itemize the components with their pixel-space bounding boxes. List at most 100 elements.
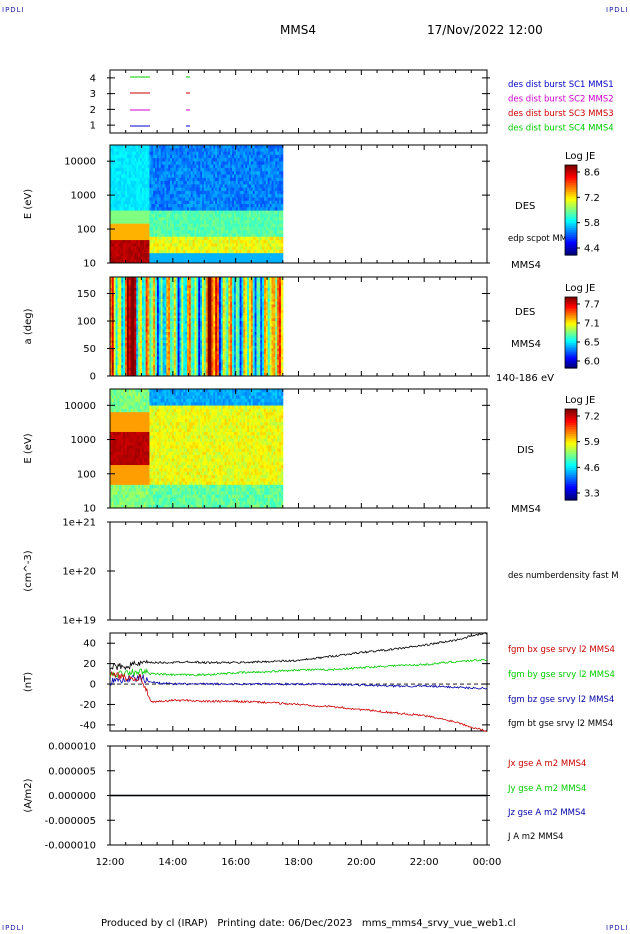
des-energy-cell (158, 194, 162, 198)
des-pitch-cell (158, 285, 162, 289)
des-energy-cell (203, 190, 207, 195)
des-energy-cell (136, 187, 139, 192)
des-energy-cell (220, 154, 224, 159)
des-energy-cell (217, 246, 220, 251)
des-energy-cell (125, 230, 128, 234)
des-energy-cell (147, 184, 150, 189)
des-pitch-cell (123, 288, 126, 292)
des-energy-cell (222, 246, 226, 251)
des-energy-cell (279, 148, 282, 153)
des-energy-cell (166, 246, 169, 251)
des-energy-colorbar-swatch (565, 219, 577, 222)
des-energy-cell (177, 154, 180, 159)
des-energy-cell (141, 158, 145, 162)
des-energy-cell (228, 256, 231, 261)
des-energy-cell (181, 190, 184, 195)
des-energy-cell (194, 259, 197, 264)
des-energy-cell (134, 161, 137, 166)
des-energy-cell (117, 167, 120, 172)
des-energy-cell (237, 213, 241, 218)
des-energy-cell (220, 204, 224, 208)
des-pitch-cell (179, 373, 182, 377)
des-energy-cell (243, 259, 246, 264)
des-energy-cell (158, 171, 162, 175)
des-pitch-cell (115, 365, 119, 369)
des-energy-cell (171, 181, 175, 185)
des-energy-cell (162, 226, 165, 231)
des-pitch-cell (153, 370, 156, 374)
des-energy-cell (222, 161, 226, 166)
des-energy-cell (123, 230, 126, 234)
des-pitch-cell (173, 299, 177, 303)
des-energy-cell (110, 200, 113, 205)
des-energy-cell (151, 161, 154, 166)
des-pitch-cell (141, 282, 145, 286)
des-energy-cell (145, 243, 149, 248)
des-energy-cell (232, 207, 235, 212)
des-energy-cell (156, 249, 160, 254)
des-pitch-cell (117, 348, 120, 352)
des-energy-cell (226, 158, 229, 162)
des-pitch-cell (143, 365, 147, 369)
des-energy-cell (279, 217, 282, 221)
des-energy-cell (230, 194, 233, 198)
des-energy-cell (192, 259, 196, 264)
des-energy-cell (243, 174, 246, 179)
des-energy-cell (132, 233, 135, 238)
des-energy-cell (138, 213, 141, 218)
des-pitch-cell (113, 299, 117, 303)
des-pitch-cell (145, 329, 149, 333)
des-energy-cell (130, 204, 134, 208)
des-energy-cell (267, 184, 271, 189)
des-pitch-cell (164, 310, 167, 314)
des-energy-cell (151, 200, 154, 205)
des-pitch-cell (111, 307, 115, 311)
des-energy-cell (239, 236, 242, 241)
des-energy-cell (224, 249, 227, 254)
des-pitch-cell (166, 354, 169, 358)
des-energy-cell (134, 200, 137, 205)
des-energy-cell (125, 181, 128, 185)
des-energy-cell (130, 200, 134, 205)
des-pitch-cell (181, 337, 184, 341)
des-energy-cell (211, 230, 214, 234)
des-energy-cell (175, 217, 179, 221)
des-energy-cell (198, 243, 201, 248)
des-pitch-cell (117, 321, 120, 325)
des-energy-cell (277, 210, 280, 215)
des-pitch-cell (140, 367, 143, 371)
des-pitch-cell (173, 304, 177, 308)
des-pitch-cell (110, 365, 113, 369)
des-energy-cell (149, 181, 152, 185)
des-energy-cell (192, 194, 196, 198)
des-energy-cell (241, 181, 244, 185)
des-pitch-cell (123, 277, 126, 281)
des-pitch-cell (117, 367, 120, 371)
des-pitch-cell (168, 288, 171, 292)
des-energy-cell (111, 145, 115, 149)
des-energy-cell (211, 164, 214, 169)
des-energy-cell (230, 145, 233, 149)
des-pitch-cell (175, 348, 179, 352)
des-energy-cell (194, 177, 197, 182)
des-energy-cell (175, 256, 179, 261)
des-pitch-cell (162, 321, 165, 325)
des-pitch-cell (125, 288, 128, 292)
des-energy-cell (190, 158, 194, 162)
des-energy-cell (226, 236, 229, 241)
des-energy-cell (222, 190, 226, 195)
des-energy-cell (156, 256, 160, 261)
des-pitch-cell (111, 321, 115, 325)
des-energy-cell (160, 164, 164, 169)
des-energy-cell (185, 204, 188, 208)
des-pitch-cell (181, 282, 184, 286)
des-energy-cell (248, 259, 252, 264)
des-energy-cell (179, 161, 182, 166)
des-energy-cell (145, 217, 149, 221)
des-energy-cell (190, 184, 194, 189)
des-energy-cell (250, 256, 254, 261)
des-energy-cell (273, 204, 276, 208)
des-energy-cell (126, 174, 130, 179)
des-pitch-cell (181, 365, 184, 369)
des-energy-cell (160, 204, 164, 208)
